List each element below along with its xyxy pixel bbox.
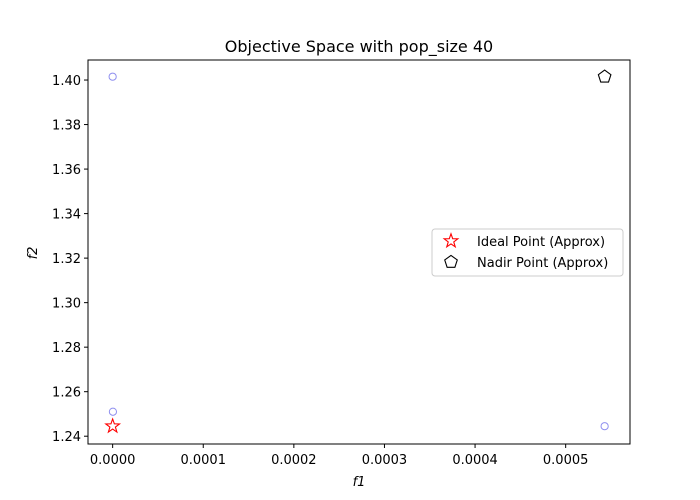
y-tick-label: 1.34 [52, 208, 81, 223]
y-tick-label: 1.26 [52, 386, 81, 401]
x-tick-label: 0.0005 [543, 453, 589, 468]
x-axis: 0.0000 0.0001 0.0002 0.0003 0.0004 0.0005 [90, 444, 589, 468]
x-tick-label: 0.0003 [362, 453, 408, 468]
y-tick-label: 1.40 [52, 74, 81, 89]
y-axis-label: f2 [26, 247, 41, 260]
legend-box [431, 228, 624, 277]
y-axis: 1.24 1.26 1.28 1.30 1.32 1.34 1.36 1.38 1.40 [52, 74, 88, 445]
ideal-point-marker [104, 417, 122, 434]
y-tick-label: 1.24 [52, 430, 81, 445]
population-point [108, 407, 118, 416]
plot-area [87, 59, 631, 445]
population-point [600, 422, 609, 431]
y-tick-label: 1.32 [52, 252, 81, 267]
x-axis-label: f1 [353, 475, 366, 490]
legend-label: Nadir Point (Approx) [477, 256, 608, 271]
nadir-point-marker [597, 69, 612, 83]
population-point [108, 72, 117, 81]
x-tick-label: 0.0002 [271, 453, 317, 468]
y-tick-label: 1.30 [52, 297, 81, 312]
x-tick-label: 0.0004 [452, 453, 498, 468]
y-tick-label: 1.38 [52, 119, 81, 134]
y-tick-label: 1.28 [52, 341, 81, 356]
legend: Ideal Point (Approx) Nadir Point (Approx) [431, 228, 624, 277]
data-points [104, 69, 612, 434]
x-tick-label: 0.0000 [90, 453, 136, 468]
y-tick-label: 1.36 [52, 163, 81, 178]
x-tick-label: 0.0001 [180, 453, 226, 468]
chart-title: Objective Space with pop_size 40 [225, 37, 493, 57]
legend-marker [444, 254, 458, 268]
legend-label: Ideal Point (Approx) [477, 235, 605, 250]
legend-marker [442, 232, 460, 249]
